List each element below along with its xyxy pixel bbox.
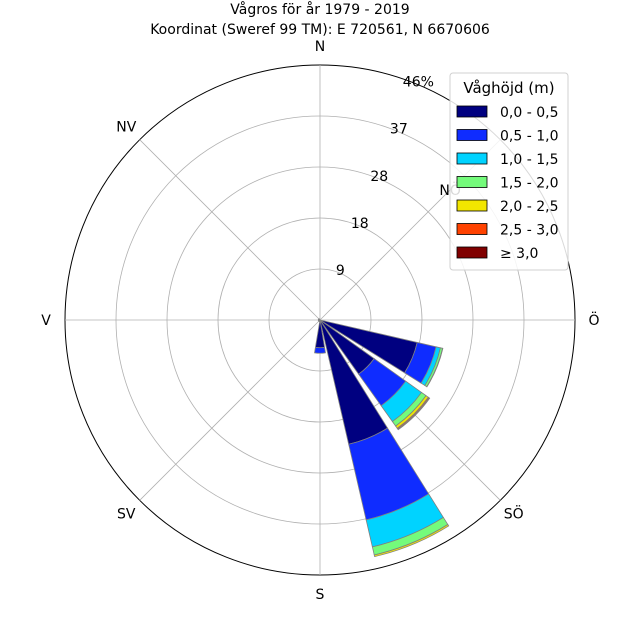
sector-bar-9-bin-0 — [318, 318, 321, 321]
chart-subtitle: Koordinat (Sweref 99 TM): E 720561, N 66… — [150, 22, 490, 38]
legend-label: 1,0 - 1,5 — [500, 152, 558, 168]
legend: Våghöjd (m) 0,0 - 0,5 0,5 - 1,0 1,0 - 1,5 1,… — [449, 72, 569, 271]
direction-label-S: S — [316, 587, 325, 603]
direction-label-N: N — [315, 39, 325, 55]
legend-swatch — [456, 176, 488, 188]
radial-label: 9 — [336, 263, 345, 279]
radial-labels: 9 18 28 37 46% — [336, 75, 434, 279]
direction-label-Ö: Ö — [588, 311, 599, 329]
radial-label: 18 — [351, 216, 369, 232]
legend-label: 1,5 - 2,0 — [500, 176, 558, 192]
legend-label: 2,0 - 2,5 — [500, 199, 558, 215]
direction-label-SÖ: SÖ — [504, 505, 524, 523]
sector-bar-0-bin-4 — [426, 347, 444, 388]
chart-title: Vågros för år 1979 - 2019 — [230, 1, 409, 18]
legend-label: 0,0 - 0,5 — [500, 105, 558, 121]
legend-swatch — [456, 223, 488, 235]
sector-bar-2-bin-4 — [373, 523, 450, 558]
radial-label: 28 — [370, 169, 388, 185]
wave-sectors — [314, 318, 450, 558]
legend-title: Våghöjd (m) — [463, 79, 554, 97]
legend-swatch — [456, 246, 488, 259]
sector-bar-3-bin-1 — [314, 346, 326, 354]
direction-label-V: V — [41, 313, 51, 329]
legend-label: ≥ 3,0 — [500, 246, 538, 262]
legend-swatch — [456, 105, 488, 118]
legend-swatch — [456, 199, 488, 212]
radial-label: 46% — [403, 75, 434, 91]
grid-spoke — [139, 139, 321, 321]
sector-bar-1-bin-6 — [397, 397, 431, 431]
legend-box — [449, 72, 569, 271]
direction-label-NV: NV — [116, 119, 136, 135]
legend-label: 0,5 - 1,0 — [500, 129, 558, 145]
grid-spoke — [139, 319, 321, 501]
legend-swatch — [456, 152, 488, 165]
legend-label: 2,5 - 3,0 — [500, 223, 558, 239]
legend-swatch — [456, 129, 488, 141]
radial-label: 37 — [390, 122, 408, 138]
direction-label-SV: SV — [117, 507, 136, 523]
direction-labels: NÖSÖSSVVNVNÖ — [41, 39, 599, 603]
